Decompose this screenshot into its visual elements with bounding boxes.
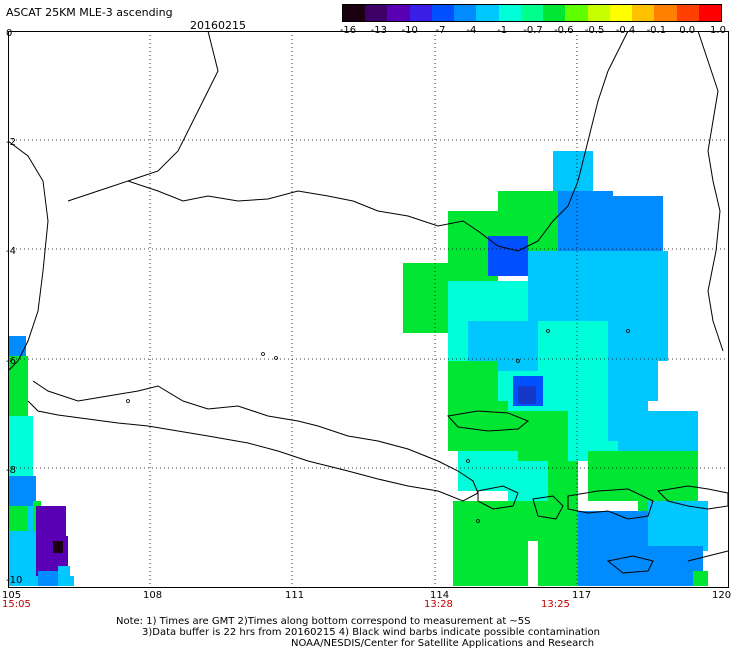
small-island	[546, 329, 550, 333]
wind-cell	[453, 501, 528, 586]
pass-time-label: 13:28	[424, 599, 453, 610]
wind-cell	[528, 501, 578, 541]
coastline	[606, 555, 654, 574]
x-tick-label: 114	[430, 590, 450, 601]
colorbar-swatch	[498, 5, 521, 21]
colorbar-swatch	[609, 5, 633, 21]
note-line-3: NOAA/NESDIS/Center for Satellite Applica…	[291, 638, 595, 649]
wind-cell	[578, 511, 648, 551]
wind-cell	[488, 236, 528, 276]
colorbar-tick-label: 0.0	[679, 25, 696, 36]
small-island	[476, 519, 480, 523]
colorbar-tick-label: -0.1	[646, 25, 667, 36]
y-tick-label: -6	[6, 356, 16, 367]
y-tick-label: -2	[6, 137, 16, 148]
y-tick-label: -4	[6, 246, 16, 257]
wind-cell	[448, 401, 508, 451]
wind-cell	[8, 356, 28, 416]
coastline	[687, 550, 729, 562]
coastline	[532, 495, 564, 520]
coastline	[8, 140, 49, 372]
wind-cell	[588, 451, 638, 501]
y-tick-label: 0	[6, 28, 13, 39]
wind-cell	[8, 336, 26, 356]
colorbar-swatch	[654, 5, 677, 21]
colorbar-tick-label: -10	[401, 25, 418, 36]
colorbar-swatch	[520, 5, 544, 21]
colorbar-swatch	[698, 5, 721, 21]
small-island	[126, 399, 130, 403]
map-title: ASCAT 25KM MLE-3 ascending	[6, 6, 173, 19]
wind-cell	[558, 191, 613, 251]
small-island	[626, 329, 630, 333]
map-frame	[8, 31, 729, 588]
wind-cell	[608, 311, 668, 361]
colorbar-tick-label: 1.0	[710, 25, 726, 36]
y-tick-label: -8	[6, 465, 16, 476]
colorbar-swatch	[431, 5, 455, 21]
wind-cell	[608, 361, 658, 401]
coastline	[567, 488, 654, 520]
x-tick-label: 111	[285, 590, 305, 601]
colorbar-tick-label: -0.4	[615, 25, 636, 36]
wind-cell	[518, 386, 536, 404]
wind-cell	[648, 501, 708, 551]
wind-cell	[538, 541, 578, 586]
coastline	[447, 410, 529, 432]
note-line-1: Note: 1) Times are GMT 2)Times along bot…	[116, 616, 531, 627]
wind-cell	[693, 571, 708, 586]
colorbar-tick-label: -0.5	[584, 25, 605, 36]
wind-cell	[608, 196, 663, 256]
colorbar-swatch	[632, 5, 655, 21]
wind-cell	[553, 151, 593, 191]
wind-cell	[578, 546, 653, 586]
wind-cell	[8, 531, 38, 586]
coastline	[697, 31, 724, 352]
colorbar-swatch	[587, 5, 610, 21]
colorbar-swatch	[476, 5, 499, 21]
wind-cell	[8, 476, 36, 506]
colorbar-swatch	[565, 5, 588, 21]
x-tick-label: 105	[2, 590, 22, 601]
x-tick-label: 108	[143, 590, 163, 601]
colorbar-swatch	[387, 5, 410, 21]
coastline	[127, 31, 219, 182]
map-date: 20160215	[190, 19, 246, 32]
colorbar-swatch	[454, 5, 477, 21]
small-island	[516, 359, 520, 363]
colorbar	[342, 4, 722, 22]
y-tick-label: -10	[6, 575, 23, 586]
colorbar-tick-label: -0.7	[523, 25, 543, 36]
note-line-2: 3)Data buffer is 22 hrs from 20160215 4)…	[142, 627, 600, 638]
colorbar-tick-label: -0.6	[554, 25, 574, 36]
pass-time-label: 13:25	[541, 599, 570, 610]
wind-cell	[528, 251, 608, 331]
colorbar-tick-label: -7	[435, 25, 446, 36]
small-island	[261, 352, 265, 356]
colorbar-tick-label: -16	[339, 25, 357, 36]
wind-cell	[53, 541, 63, 553]
wind-cell	[8, 416, 33, 476]
pass-time-label: 15:05	[2, 599, 31, 610]
colorbar-swatch	[543, 5, 566, 21]
colorbar-swatch	[365, 5, 388, 21]
coastline	[477, 485, 519, 510]
coastline	[27, 380, 479, 502]
wind-cell	[403, 263, 448, 333]
colorbar-swatch	[343, 5, 366, 21]
colorbar-swatch	[676, 5, 699, 21]
x-tick-label: 117	[572, 590, 592, 601]
colorbar-tick-label: -1	[497, 25, 508, 36]
x-tick-label: 120	[712, 590, 732, 601]
small-island	[466, 459, 470, 463]
small-island	[274, 356, 278, 360]
coastline	[67, 31, 629, 252]
wind-cell	[608, 251, 668, 311]
colorbar-swatch	[409, 5, 432, 21]
ascat-map	[8, 31, 729, 588]
wind-cell	[66, 576, 74, 586]
colorbar-tick-label: -13	[370, 25, 387, 36]
colorbar-tick-label: -4	[466, 25, 477, 36]
